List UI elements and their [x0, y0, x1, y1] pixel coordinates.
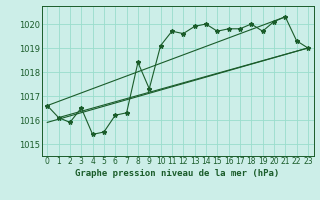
X-axis label: Graphe pression niveau de la mer (hPa): Graphe pression niveau de la mer (hPa): [76, 169, 280, 178]
